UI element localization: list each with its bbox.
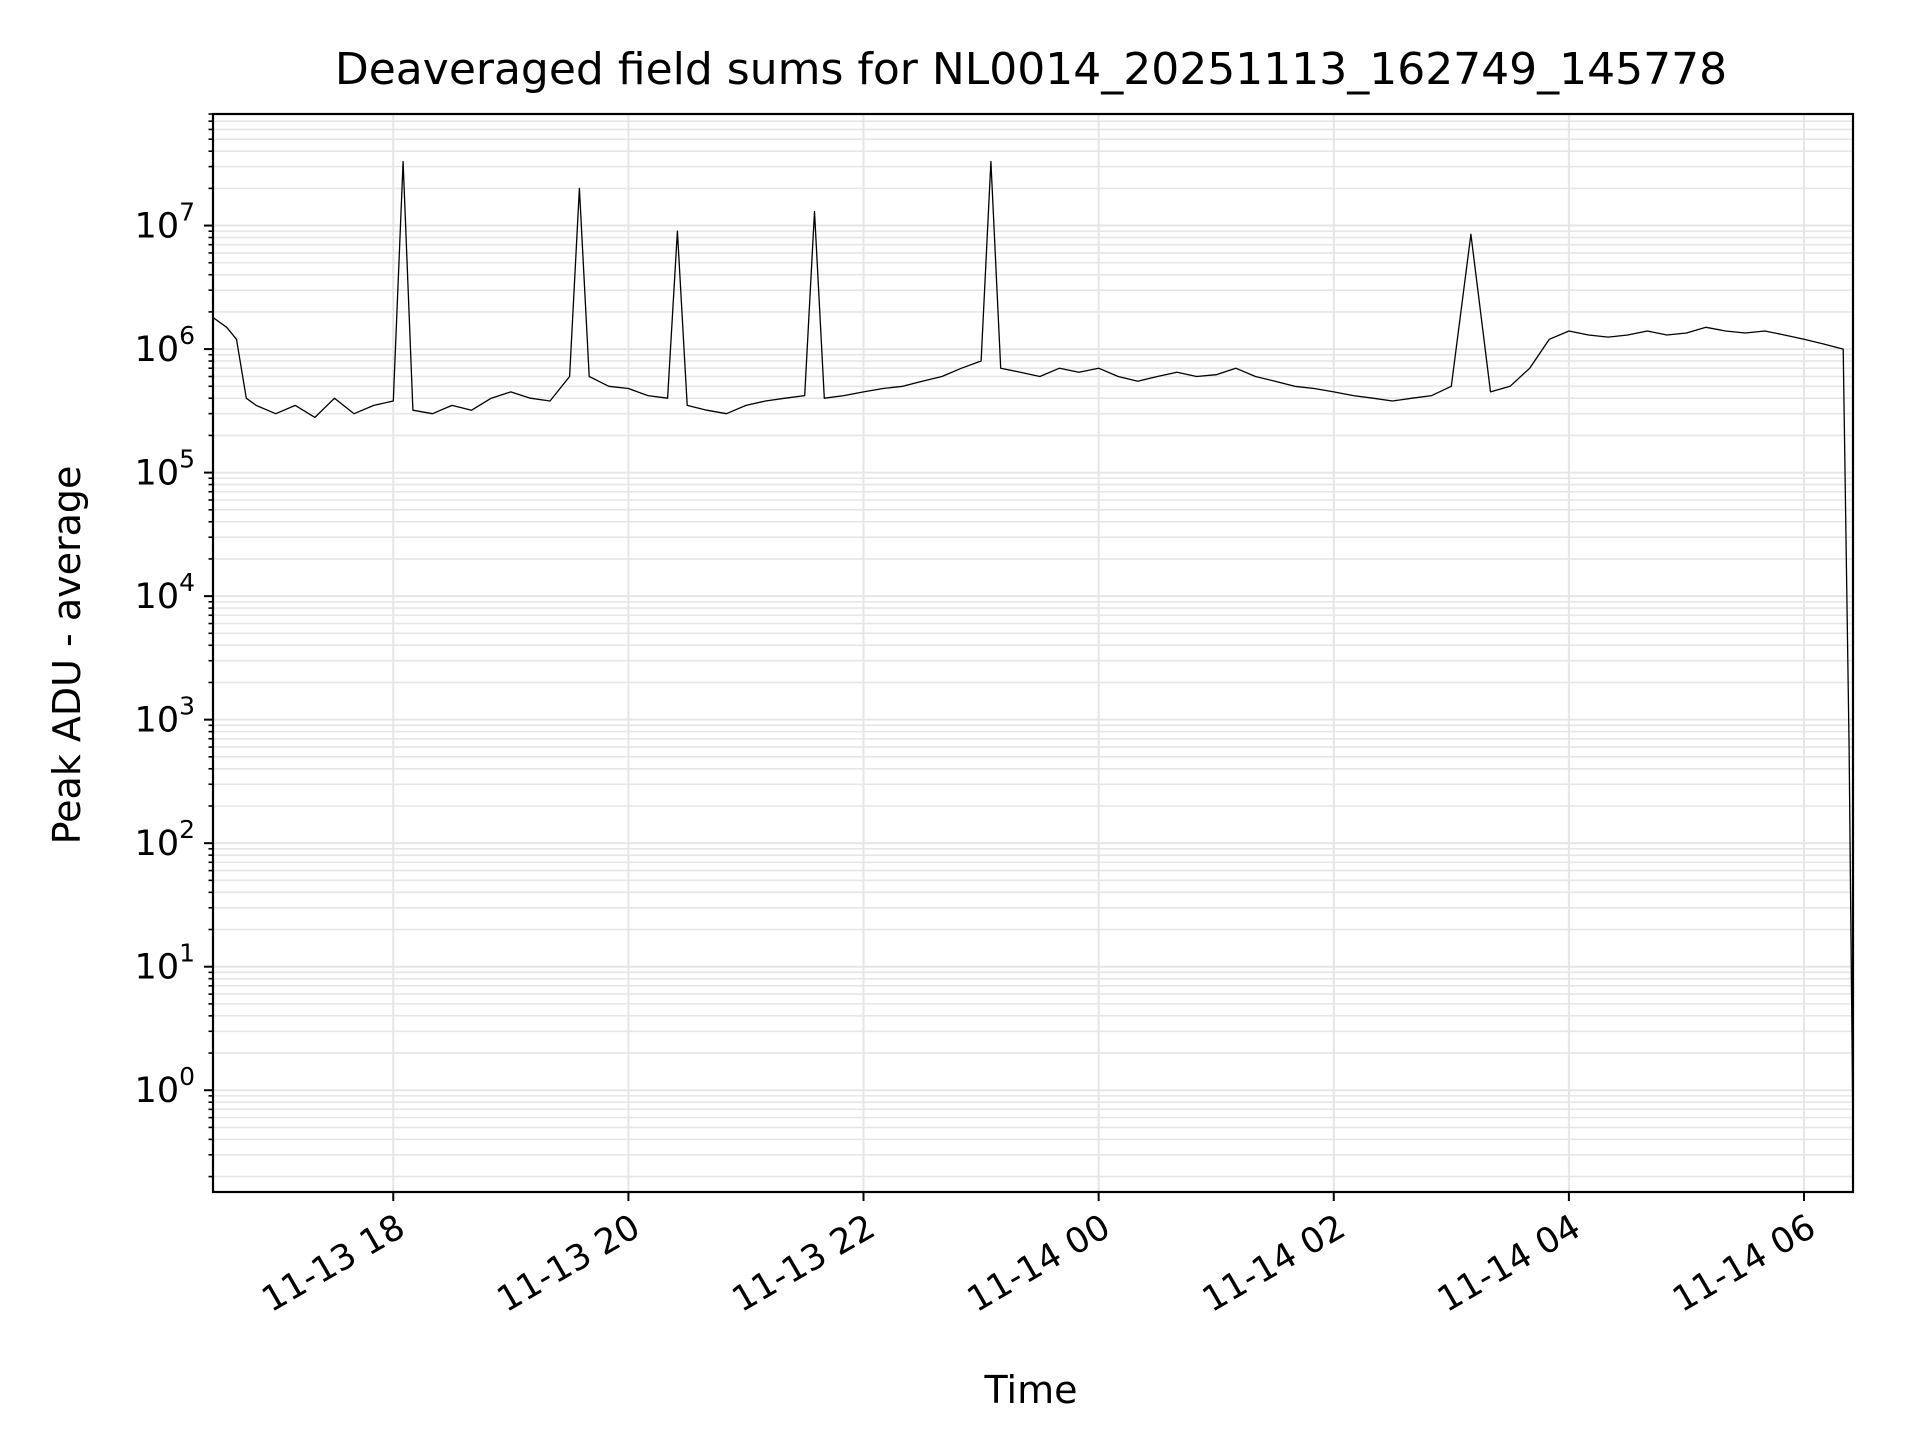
y-axis: 100 101 102 103 104 105 106 107 bbox=[135, 113, 213, 1178]
grid-lines bbox=[213, 113, 1853, 1192]
y-tick-label: 104 bbox=[135, 568, 195, 617]
y-tick-label: 100 bbox=[135, 1062, 195, 1111]
y-tick-label: 107 bbox=[135, 198, 195, 247]
axes-frame bbox=[211, 112, 1855, 1194]
y-tick-label: 105 bbox=[135, 445, 195, 494]
chart-title: Deaveraged field sums for NL0014_2025111… bbox=[335, 44, 1727, 95]
plot-area bbox=[211, 112, 1855, 1194]
x-axis-label: Time bbox=[984, 1368, 1078, 1412]
y-axis-label: Peak ADU - average bbox=[45, 466, 89, 845]
y-tick-label: 101 bbox=[135, 939, 195, 988]
y-tick-label: 106 bbox=[135, 321, 195, 370]
y-tick-label: 103 bbox=[135, 692, 195, 741]
series-line bbox=[212, 160, 1854, 1140]
y-tick-label: 102 bbox=[135, 815, 195, 864]
